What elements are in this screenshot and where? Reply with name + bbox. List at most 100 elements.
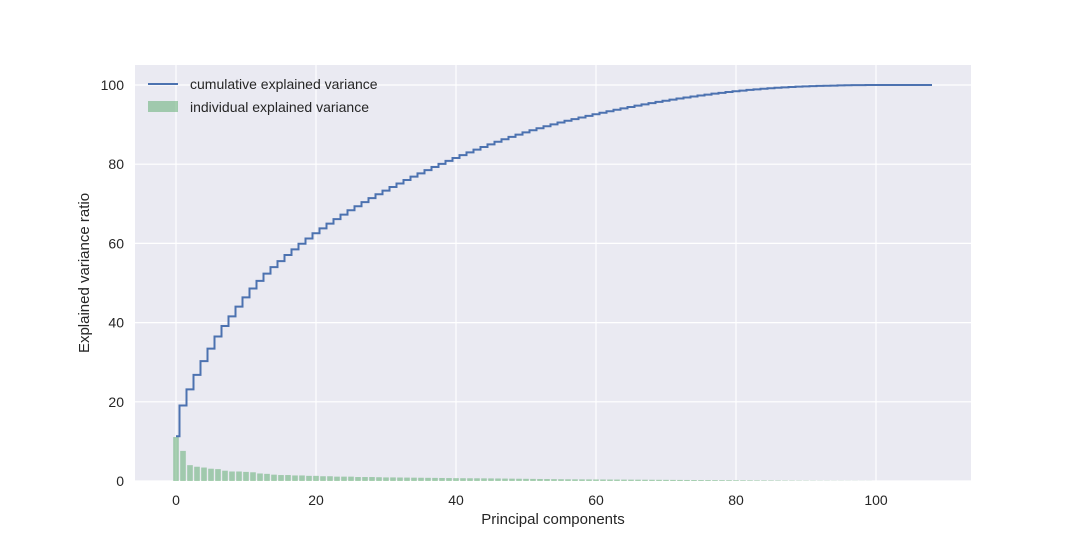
variance-bar: [544, 479, 550, 481]
variance-bar: [306, 475, 312, 481]
variance-bar: [320, 476, 326, 481]
variance-bar: [628, 479, 634, 481]
variance-bar: [649, 479, 655, 481]
variance-bar: [341, 476, 347, 481]
variance-bar: [278, 475, 284, 481]
variance-bar: [264, 473, 270, 481]
variance-bar: [761, 480, 767, 481]
variance-bar: [453, 478, 459, 481]
variance-bar: [579, 479, 585, 481]
individual-variance-bars: [173, 437, 872, 481]
variance-bar: [432, 477, 438, 481]
plot-area: [135, 65, 971, 481]
x-tick-label: 0: [172, 492, 180, 508]
variance-bar: [446, 478, 452, 481]
variance-bar: [754, 480, 760, 481]
variance-bar: [369, 477, 375, 481]
variance-bar: [439, 477, 445, 481]
x-axis-label: Principal components: [481, 511, 624, 528]
y-tick-label: 40: [108, 315, 124, 331]
y-axis-label: Explained variance ratio: [76, 193, 93, 353]
variance-bar: [768, 480, 774, 481]
variance-bar: [229, 471, 235, 481]
legend: cumulative explained variance individual…: [148, 76, 378, 115]
variance-bar: [201, 467, 207, 481]
variance-bar: [208, 468, 214, 481]
variance-bar: [418, 477, 424, 481]
variance-bar: [593, 479, 599, 481]
x-tick-label: 60: [588, 492, 604, 508]
variance-bar: [180, 450, 186, 481]
variance-bar: [502, 478, 508, 481]
variance-bar: [222, 470, 228, 481]
y-tick-label: 60: [108, 235, 124, 251]
variance-bar: [614, 479, 620, 481]
variance-bar: [243, 471, 249, 481]
variance-bar: [474, 478, 480, 481]
legend-label-cumulative: cumulative explained variance: [190, 76, 378, 92]
variance-bar: [705, 480, 711, 481]
variance-bar: [334, 476, 340, 481]
cumulative-variance-line: [176, 84, 932, 438]
variance-bar: [684, 479, 690, 481]
variance-bar: [726, 480, 732, 481]
variance-bar: [376, 477, 382, 481]
y-axis-ticks: 0 20 40 60 80 100: [101, 77, 125, 489]
y-tick-label: 80: [108, 156, 124, 172]
variance-bar: [635, 479, 641, 481]
variance-bar: [271, 474, 277, 481]
variance-bar: [257, 473, 263, 481]
variance-bar: [600, 479, 606, 481]
variance-bar: [733, 480, 739, 481]
variance-bar: [670, 479, 676, 481]
variance-bar: [565, 479, 571, 481]
variance-bar: [495, 478, 501, 481]
variance-bar: [362, 477, 368, 481]
variance-bar: [292, 475, 298, 481]
variance-bar: [607, 479, 613, 481]
variance-bar: [642, 479, 648, 481]
variance-bar: [383, 477, 389, 481]
variance-bar: [516, 478, 522, 481]
legend-label-individual: individual explained variance: [190, 99, 369, 115]
variance-bar: [313, 475, 319, 481]
variance-bar: [586, 479, 592, 481]
variance-bar: [488, 478, 494, 481]
x-axis-ticks: 0 20 40 60 80 100: [172, 492, 888, 508]
variance-bar: [236, 471, 242, 481]
x-tick-label: 40: [448, 492, 464, 508]
variance-bar: [530, 478, 536, 481]
variance-bar: [740, 480, 746, 481]
x-tick-label: 80: [728, 492, 744, 508]
variance-bar: [656, 479, 662, 481]
variance-bar: [390, 477, 396, 481]
variance-bar: [719, 480, 725, 481]
variance-bar: [460, 478, 466, 481]
variance-bar: [572, 479, 578, 481]
variance-bar: [621, 479, 627, 481]
variance-bar: [348, 476, 354, 481]
variance-bar: [194, 466, 200, 481]
variance-bar: [712, 480, 718, 481]
variance-bar: [558, 479, 564, 481]
variance-bar: [663, 479, 669, 481]
y-tick-label: 0: [116, 473, 124, 489]
x-tick-label: 20: [308, 492, 324, 508]
variance-bar: [355, 477, 361, 481]
variance-bar: [537, 478, 543, 481]
y-tick-label: 20: [108, 394, 124, 410]
variance-bar: [509, 478, 515, 481]
y-tick-label: 100: [101, 77, 125, 93]
variance-bar: [299, 475, 305, 481]
variance-bar: [425, 477, 431, 481]
variance-bar: [187, 465, 193, 481]
legend-bar-swatch: [148, 101, 178, 112]
variance-bar: [250, 472, 256, 481]
variance-bar: [215, 469, 221, 481]
variance-bar: [467, 478, 473, 481]
variance-bar: [691, 480, 697, 481]
variance-bar: [698, 480, 704, 481]
variance-bar: [397, 477, 403, 481]
variance-bar: [404, 477, 410, 481]
